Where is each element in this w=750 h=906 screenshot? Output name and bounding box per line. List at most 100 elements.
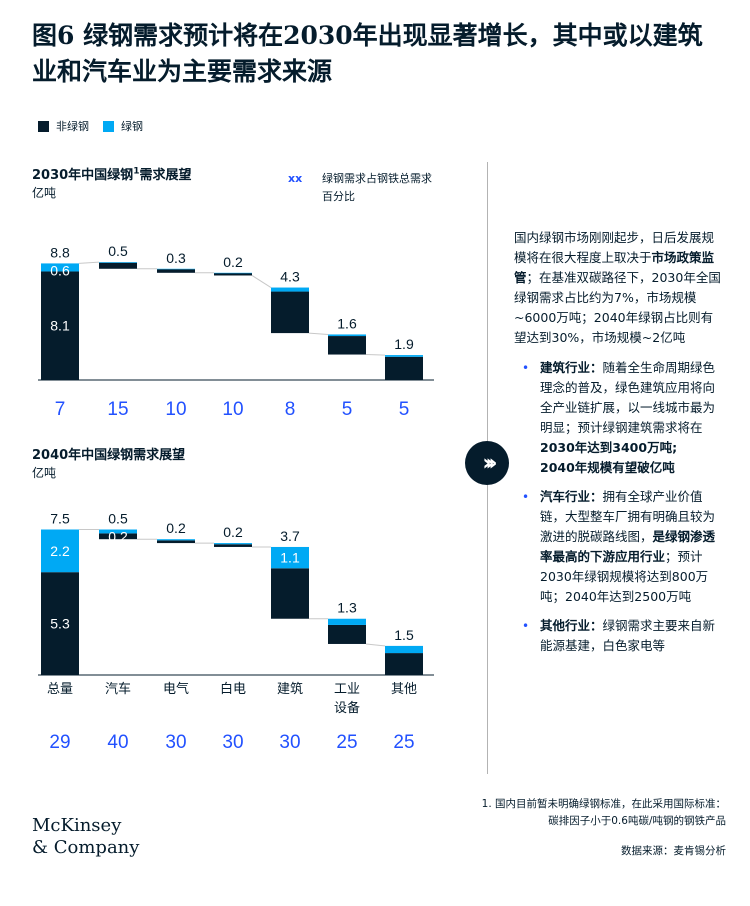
bar-green-3 <box>214 543 252 545</box>
insight-other-text: 绿钢需求主要来自新能源基建，白色家电等 <box>540 618 716 653</box>
bar-non-green-0 <box>41 271 79 380</box>
share-key-marker: xx <box>288 172 303 185</box>
green-share-pct-3: 30 <box>222 732 243 753</box>
bar-green-0 <box>41 263 79 272</box>
insights-intro: 国内绿钢市场刚刚起步，日后发展规模将在很大程度上取决于市场政策监管；在基准双碳路… <box>514 228 724 348</box>
bar-green-4 <box>271 546 309 569</box>
category-label-0: 总量 <box>47 681 73 696</box>
green-share-pct-6: 5 <box>399 399 410 420</box>
data-label-total-3: 0.2 <box>223 254 243 270</box>
data-label-total-5: 1.3 <box>337 600 357 616</box>
data-label-green-4: 1.1 <box>280 550 300 566</box>
chart-2030-title-a: 2030年中国绿钢 <box>32 168 134 183</box>
intro-bold: 市场政策监管 <box>514 250 715 285</box>
bar-green-2 <box>157 539 195 541</box>
category-label-2: 电气 <box>163 681 189 696</box>
green-share-pct-2: 30 <box>165 732 186 753</box>
category-label-3: 白电 <box>220 681 246 696</box>
chart-2030-title-footnote-mark: 1 <box>133 166 140 177</box>
bar-non-green-0 <box>41 572 79 675</box>
data-label-total-2: 0.2 <box>166 520 186 536</box>
legend: 非绿钢 绿钢 <box>38 118 157 134</box>
data-label-green-0: 2.2 <box>50 543 70 559</box>
bar-non-green-2 <box>157 540 195 544</box>
connector-5 <box>365 354 386 356</box>
connector-5 <box>365 643 386 647</box>
green-share-pct-6: 25 <box>393 732 414 753</box>
green-share-pct-5: 25 <box>336 732 357 753</box>
green-share-pct-0: 29 <box>49 732 70 753</box>
chart-2030-unit: 亿吨 <box>32 186 57 200</box>
bar-green-5 <box>328 618 366 625</box>
legend-swatch-non-green <box>38 120 49 132</box>
data-label-green-0: 0.6 <box>50 262 70 278</box>
mckinsey-logo: McKinsey & Company <box>32 815 139 859</box>
intro-text-1: 国内绿钢市场刚刚起步，日后发展规模将在很大程度上取决于 <box>514 230 715 265</box>
bar-green-1 <box>99 262 137 263</box>
data-label-total-2: 0.3 <box>166 250 186 266</box>
category-label-1: 汽车 <box>105 681 131 696</box>
share-key-text: 绿钢需求占钢铁总需求 百分比 <box>322 170 432 206</box>
chart-2040-unit: 亿吨 <box>32 466 57 480</box>
insight-construction-text: 随着全生命周期绿色理念的普及，绿色建筑应用将向全产业链扩展，以一线城市最为明显；… <box>540 360 716 435</box>
insight-automotive: • 汽车行业：拥有全球产业价值链，大型整车厂拥有明确且较为激进的脱碳路线图，是绿钢… <box>514 487 724 607</box>
data-label-total-6: 1.5 <box>394 627 414 643</box>
data-label-green-1: 0.2 <box>108 529 128 545</box>
data-label-total-4: 3.7 <box>280 528 300 544</box>
chart-2030-title-b: 需求展望 <box>139 168 192 183</box>
insight-automotive-head: 汽车行业： <box>540 489 603 504</box>
logo-line-2: & Company <box>32 837 140 858</box>
bar-non-green-4 <box>271 568 309 619</box>
insight-construction: • 建筑行业：随着全生命周期绿色理念的普及，绿色建筑应用将向全产业链扩展，以一线城… <box>514 358 724 478</box>
insight-construction-bold-2: 2040年规模有望破亿吨 <box>540 460 675 475</box>
insight-other-head: 其他行业： <box>540 618 603 633</box>
share-key-text-1: 绿钢需求占钢铁总需求 <box>322 172 432 185</box>
category-label-5-b: 设备 <box>334 700 360 715</box>
bar-green-2 <box>157 268 195 270</box>
bar-non-green-6 <box>385 653 423 675</box>
green-share-pct-0: 7 <box>55 399 66 420</box>
insight-other: • 其他行业：绿钢需求主要来自新能源基建，白色家电等 <box>514 616 724 656</box>
bullet-dot: • <box>522 619 530 633</box>
logo-line-1: McKinsey <box>32 815 122 836</box>
bar-green-6 <box>385 645 423 654</box>
bar-non-green-3 <box>214 544 252 547</box>
intro-text-2: ；在基准双碳路径下，2030年全国绿钢需求占比约为7%，市场规模~6000万吨；… <box>514 270 721 345</box>
data-label-total-4: 4.3 <box>280 269 300 285</box>
insight-construction-head: 建筑行业： <box>540 360 603 375</box>
data-source: 数据来源：麦肯锡分析 <box>621 845 726 857</box>
data-label-total-6: 1.9 <box>394 336 414 352</box>
insight-automotive-bold: 是绿钢渗透率最高的下游应用行业 <box>540 529 716 564</box>
insights-panel: 国内绿钢市场刚刚起步，日后发展规模将在很大程度上取决于市场政策监管；在基准双碳路… <box>514 228 724 665</box>
bar-green-3 <box>214 272 252 274</box>
data-label-non-green-0: 8.1 <box>50 318 70 334</box>
chart-2040-title: 2040年中国绿钢需求展望 <box>32 448 186 463</box>
insight-automotive-text-1: 拥有全球产业价值链，大型整车厂拥有明确且较为激进的脱碳路线图， <box>540 489 716 544</box>
bar-non-green-5 <box>328 624 366 644</box>
bar-non-green-1 <box>99 262 137 269</box>
green-share-pct-1: 15 <box>107 399 128 420</box>
bar-non-green-3 <box>214 273 252 276</box>
legend-label-non-green: 非绿钢 <box>56 120 89 133</box>
data-label-total-0: 7.5 <box>50 511 70 527</box>
connector-0 <box>78 261 100 264</box>
bar-green-0 <box>41 529 79 573</box>
chart-2030-title: 2030年中国绿钢1需求展望 <box>32 164 191 183</box>
green-share-pct-1: 40 <box>107 732 128 753</box>
connector-4 <box>308 332 329 335</box>
bullet-dot: • <box>522 490 530 504</box>
bar-non-green-6 <box>385 356 423 380</box>
figure-title: 图6 绿钢需求预计将在2030年出现显著增长，其中或以建筑业和汽车业为主要需求来… <box>32 21 703 86</box>
connector-3 <box>251 275 272 288</box>
footnote-line-2: 碳排因子小于0.6吨碳/吨钢的钢铁产品 <box>548 815 726 827</box>
bar-non-green-1 <box>99 533 137 540</box>
bar-green-5 <box>328 334 366 337</box>
footnote: 1. 国内目前暂未明确绿钢标准，在此采用国际标准： 碳排因子小于0.6吨碳/吨钢… <box>482 796 726 830</box>
data-label-total-3: 0.2 <box>223 524 243 540</box>
bar-green-1 <box>99 529 137 534</box>
bar-green-6 <box>385 355 423 357</box>
bar-green-4 <box>271 287 309 292</box>
green-share-pct-4: 30 <box>279 732 300 753</box>
bar-non-green-4 <box>271 291 309 334</box>
legend-swatch-green <box>103 120 114 132</box>
